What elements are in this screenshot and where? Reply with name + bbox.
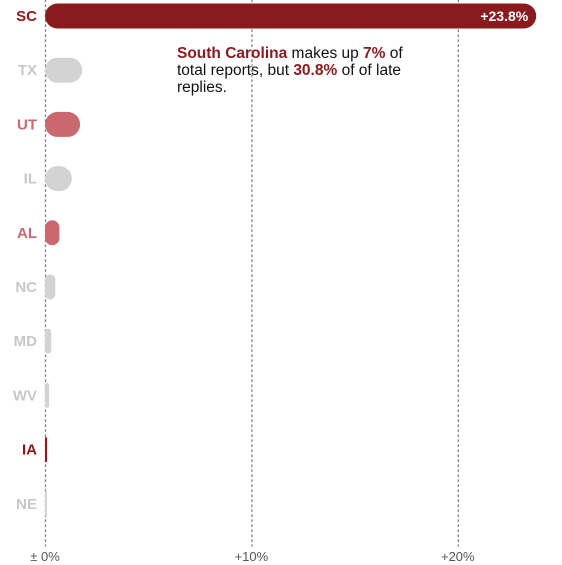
x-tick-label-1: +10% <box>235 549 269 564</box>
category-label-il: IL <box>24 171 37 188</box>
chart-annotation: South Carolina makes up 7% of total repo… <box>177 45 417 96</box>
bar-ut <box>45 111 81 137</box>
category-label-md: MD <box>14 333 37 350</box>
bar-nc <box>45 274 56 300</box>
x-axis-ticks: ± 0% +10% +20% <box>30 549 475 564</box>
category-label-nc: NC <box>15 279 37 296</box>
x-tick-label-0: ± 0% <box>30 549 60 564</box>
bar-tx <box>45 57 83 83</box>
bar-il <box>45 166 72 192</box>
annotation-share-late: 30.8% <box>293 62 338 79</box>
annotation-share-total: 7% <box>363 45 386 62</box>
category-label-sc: SC <box>16 8 37 25</box>
bar-ne <box>45 491 47 517</box>
category-label-ne: NE <box>16 496 37 513</box>
bar-al <box>45 220 60 246</box>
category-label-ut: UT <box>17 116 37 133</box>
value-label-sc: +23.8% <box>480 8 528 24</box>
annotation-text-3: of of late replies. <box>177 62 402 96</box>
annotation-state-name: South Carolina <box>177 45 288 62</box>
bars: +23.8% <box>45 3 537 517</box>
category-label-al: AL <box>17 225 37 242</box>
x-tick-label-2: +20% <box>441 549 475 564</box>
bar-sc <box>45 3 537 29</box>
annotation-text-2: of total reports, but <box>177 45 403 79</box>
category-label-tx: TX <box>18 62 37 79</box>
bar-md <box>45 328 52 354</box>
annotation-text-1: makes up <box>287 45 364 62</box>
category-label-wv: WV <box>13 387 37 404</box>
bar-ia <box>45 437 48 463</box>
category-label-ia: IA <box>22 442 37 459</box>
category-labels: SC TX UT IL AL NC MD WV IA NE <box>13 8 37 513</box>
bar-wv <box>45 382 50 408</box>
